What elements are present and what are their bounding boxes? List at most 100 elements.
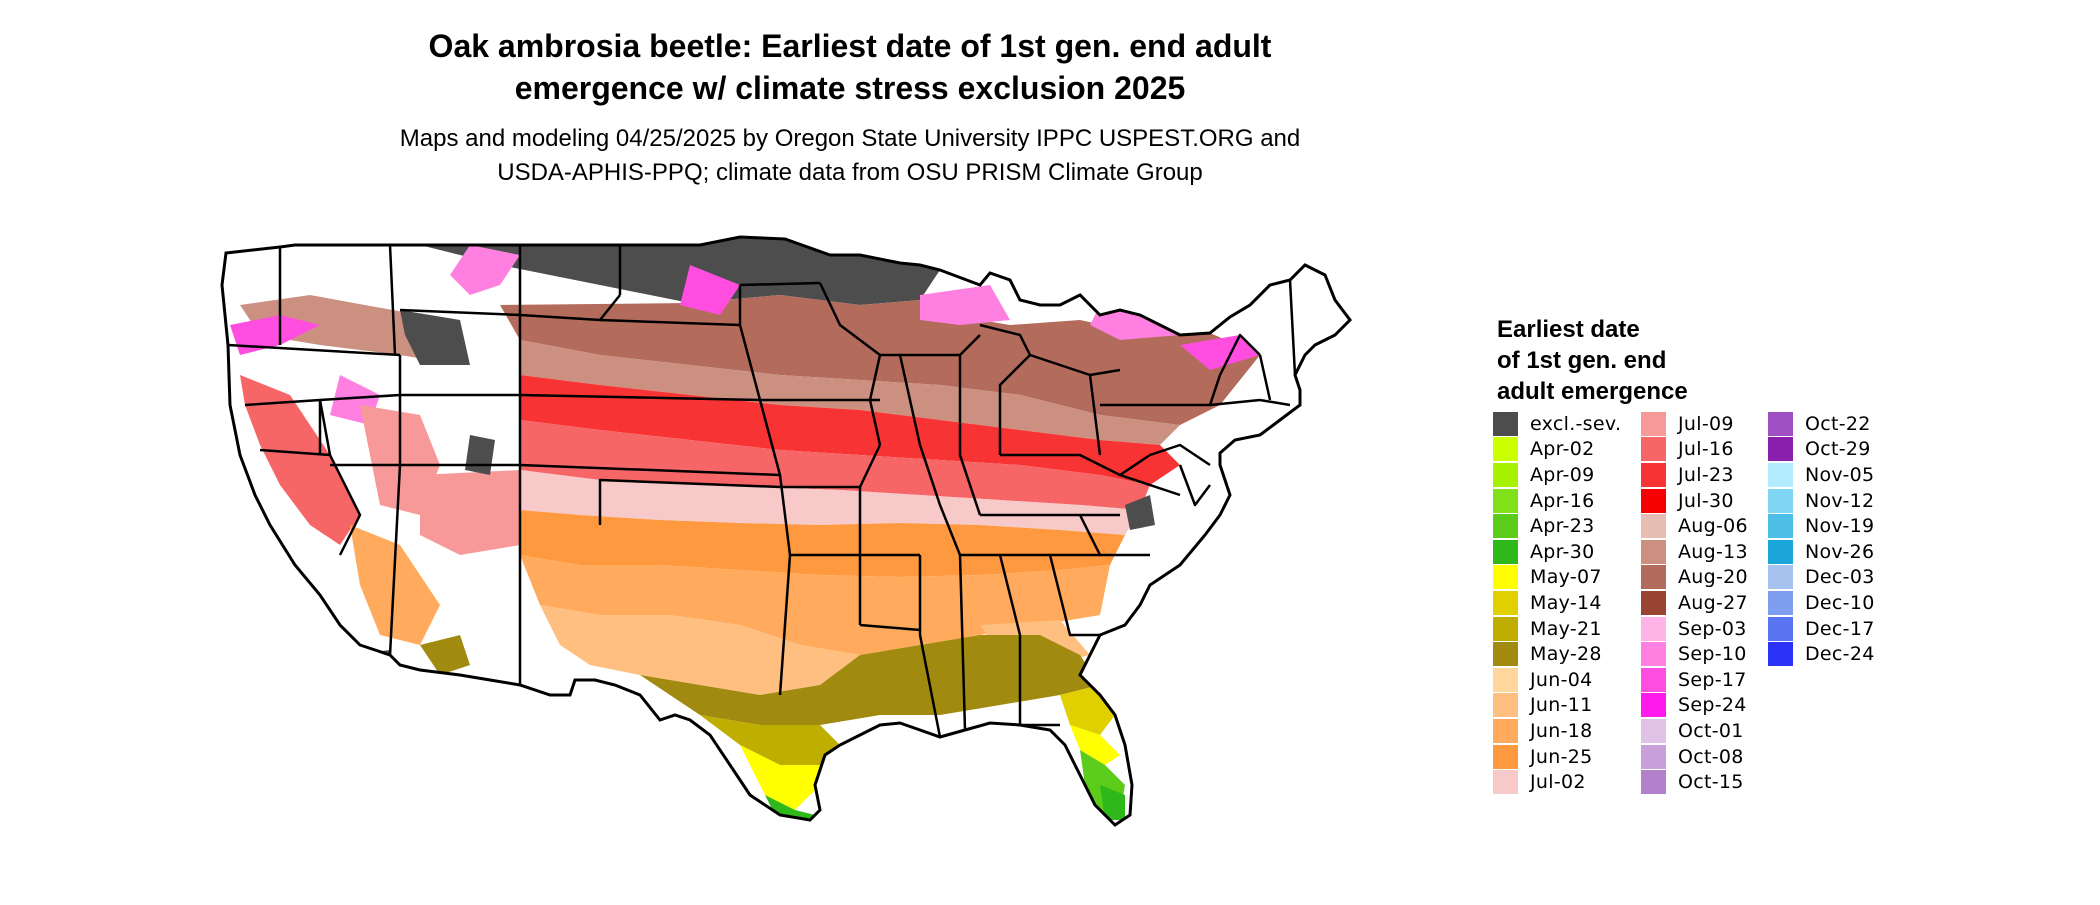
legend-swatch — [1641, 693, 1666, 718]
legend-label: Dec-24 — [1805, 643, 1875, 666]
legend-item: Sep-10 — [1641, 641, 1748, 667]
legend-label: Oct-01 — [1678, 719, 1744, 742]
legend-title-line: adult emergence — [1497, 378, 1688, 405]
legend-item: excl.-sev. — [1493, 411, 1621, 437]
legend-swatch — [1493, 770, 1518, 795]
legend-swatch — [1768, 539, 1793, 564]
map-title-line-1: Oak ambrosia beetle: Earliest date of 1s… — [428, 28, 1272, 64]
legend-item: Nov-05 — [1768, 462, 1875, 488]
legend-label: Jul-23 — [1678, 463, 1734, 486]
legend-swatch — [1641, 667, 1666, 692]
legend-item: Aug-20 — [1641, 565, 1748, 591]
legend-item: Dec-03 — [1768, 565, 1875, 591]
legend-swatch — [1768, 514, 1793, 539]
legend-item: Nov-12 — [1768, 488, 1875, 514]
legend-swatch — [1768, 437, 1793, 462]
legend-swatch — [1768, 488, 1793, 513]
legend-label: Aug-06 — [1678, 515, 1748, 538]
legend-swatch — [1641, 642, 1666, 667]
legend-label: Oct-29 — [1805, 438, 1871, 461]
legend-item: Apr-16 — [1493, 488, 1621, 514]
legend-item: May-07 — [1493, 565, 1621, 591]
legend-item: Apr-30 — [1493, 539, 1621, 565]
legend-label: Jun-11 — [1530, 694, 1593, 717]
legend-item: May-28 — [1493, 641, 1621, 667]
legend-item: Jun-11 — [1493, 693, 1621, 719]
legend-item: Jul-23 — [1641, 462, 1748, 488]
legend-item: Jul-30 — [1641, 488, 1748, 514]
legend-swatch — [1641, 539, 1666, 564]
legend-swatch — [1493, 539, 1518, 564]
legend-label: Jul-02 — [1530, 771, 1586, 794]
legend-item: Sep-17 — [1641, 667, 1748, 693]
legend-swatch — [1493, 411, 1518, 436]
legend-swatch — [1768, 590, 1793, 615]
legend-label: excl.-sev. — [1530, 412, 1622, 435]
legend-item: Oct-08 — [1641, 744, 1748, 770]
legend-swatch — [1768, 565, 1793, 590]
legend-label: Oct-22 — [1805, 412, 1871, 435]
legend-label: Apr-23 — [1530, 515, 1595, 538]
legend-swatch — [1493, 590, 1518, 615]
legend-item: Sep-24 — [1641, 693, 1748, 719]
legend-swatch — [1641, 590, 1666, 615]
legend-item: Apr-23 — [1493, 513, 1621, 539]
legend-swatch — [1493, 565, 1518, 590]
legend-label: Apr-30 — [1530, 540, 1595, 563]
legend-title-line: of 1st gen. end — [1497, 347, 1667, 374]
legend-column-3: Oct-22 Oct-29 Nov-05 Nov-12 Nov-19 Nov-26 Dec-… — [1768, 411, 1875, 667]
legend-item: Oct-15 — [1641, 769, 1748, 795]
legend-item: Dec-10 — [1768, 590, 1875, 616]
legend-swatch — [1493, 718, 1518, 743]
legend-swatch — [1493, 616, 1518, 641]
legend-title: Earliest date of 1st gen. end adult emer… — [1497, 314, 1757, 407]
legend-item: Jun-18 — [1493, 718, 1621, 744]
legend-swatch — [1493, 744, 1518, 769]
legend-label: Apr-16 — [1530, 489, 1595, 512]
legend-item: Aug-27 — [1641, 590, 1748, 616]
map-subtitle-line-1: Maps and modeling 04/25/2025 by Oregon S… — [399, 125, 1301, 152]
legend-swatch — [1493, 462, 1518, 487]
us-map — [220, 235, 1352, 827]
legend-item: Jul-09 — [1641, 411, 1748, 437]
legend-item: Sep-03 — [1641, 616, 1748, 642]
legend-label: May-14 — [1530, 591, 1602, 614]
legend-label: Aug-27 — [1678, 591, 1748, 614]
legend-item: Jun-04 — [1493, 667, 1621, 693]
legend-label: Sep-03 — [1678, 617, 1747, 640]
legend-label: Dec-17 — [1805, 617, 1875, 640]
legend-item: Oct-01 — [1641, 718, 1748, 744]
legend-label: Aug-20 — [1678, 566, 1748, 589]
legend-swatch — [1493, 437, 1518, 462]
legend-item: Jun-25 — [1493, 744, 1621, 770]
legend-item: Oct-29 — [1768, 437, 1875, 463]
legend-label: Oct-15 — [1678, 771, 1744, 794]
legend-swatch — [1641, 744, 1666, 769]
legend-swatch — [1768, 462, 1793, 487]
legend-label: Sep-10 — [1678, 643, 1747, 666]
legend-swatch — [1641, 437, 1666, 462]
legend-swatch — [1641, 565, 1666, 590]
legend-label: Nov-26 — [1805, 540, 1875, 563]
map-title-line-2: emergence w/ climate stress exclusion 20… — [514, 70, 1186, 106]
legend-label: May-28 — [1530, 643, 1602, 666]
legend-swatch — [1768, 616, 1793, 641]
legend-column-1: excl.-sev. Apr-02 Apr-09 Apr-16 Apr-23 Apr-30… — [1493, 411, 1621, 795]
legend-item: Apr-02 — [1493, 437, 1621, 463]
legend-item: May-21 — [1493, 616, 1621, 642]
legend-swatch — [1641, 462, 1666, 487]
legend-label: Apr-02 — [1530, 438, 1595, 461]
legend-swatch — [1493, 693, 1518, 718]
legend-swatch — [1493, 667, 1518, 692]
legend-label: May-21 — [1530, 617, 1602, 640]
legend-label: Jul-09 — [1678, 412, 1734, 435]
legend-swatch — [1768, 411, 1793, 436]
legend-column-2: Jul-09 Jul-16 Jul-23 Jul-30 Aug-06 Aug-13 Aug-… — [1641, 411, 1748, 795]
legend-label: Sep-17 — [1678, 668, 1747, 691]
legend-item: Aug-06 — [1641, 513, 1748, 539]
legend-item: Apr-09 — [1493, 462, 1621, 488]
legend-item: Dec-24 — [1768, 641, 1875, 667]
legend-label: Aug-13 — [1678, 540, 1748, 563]
legend-swatch — [1641, 770, 1666, 795]
legend-item: Oct-22 — [1768, 411, 1875, 437]
